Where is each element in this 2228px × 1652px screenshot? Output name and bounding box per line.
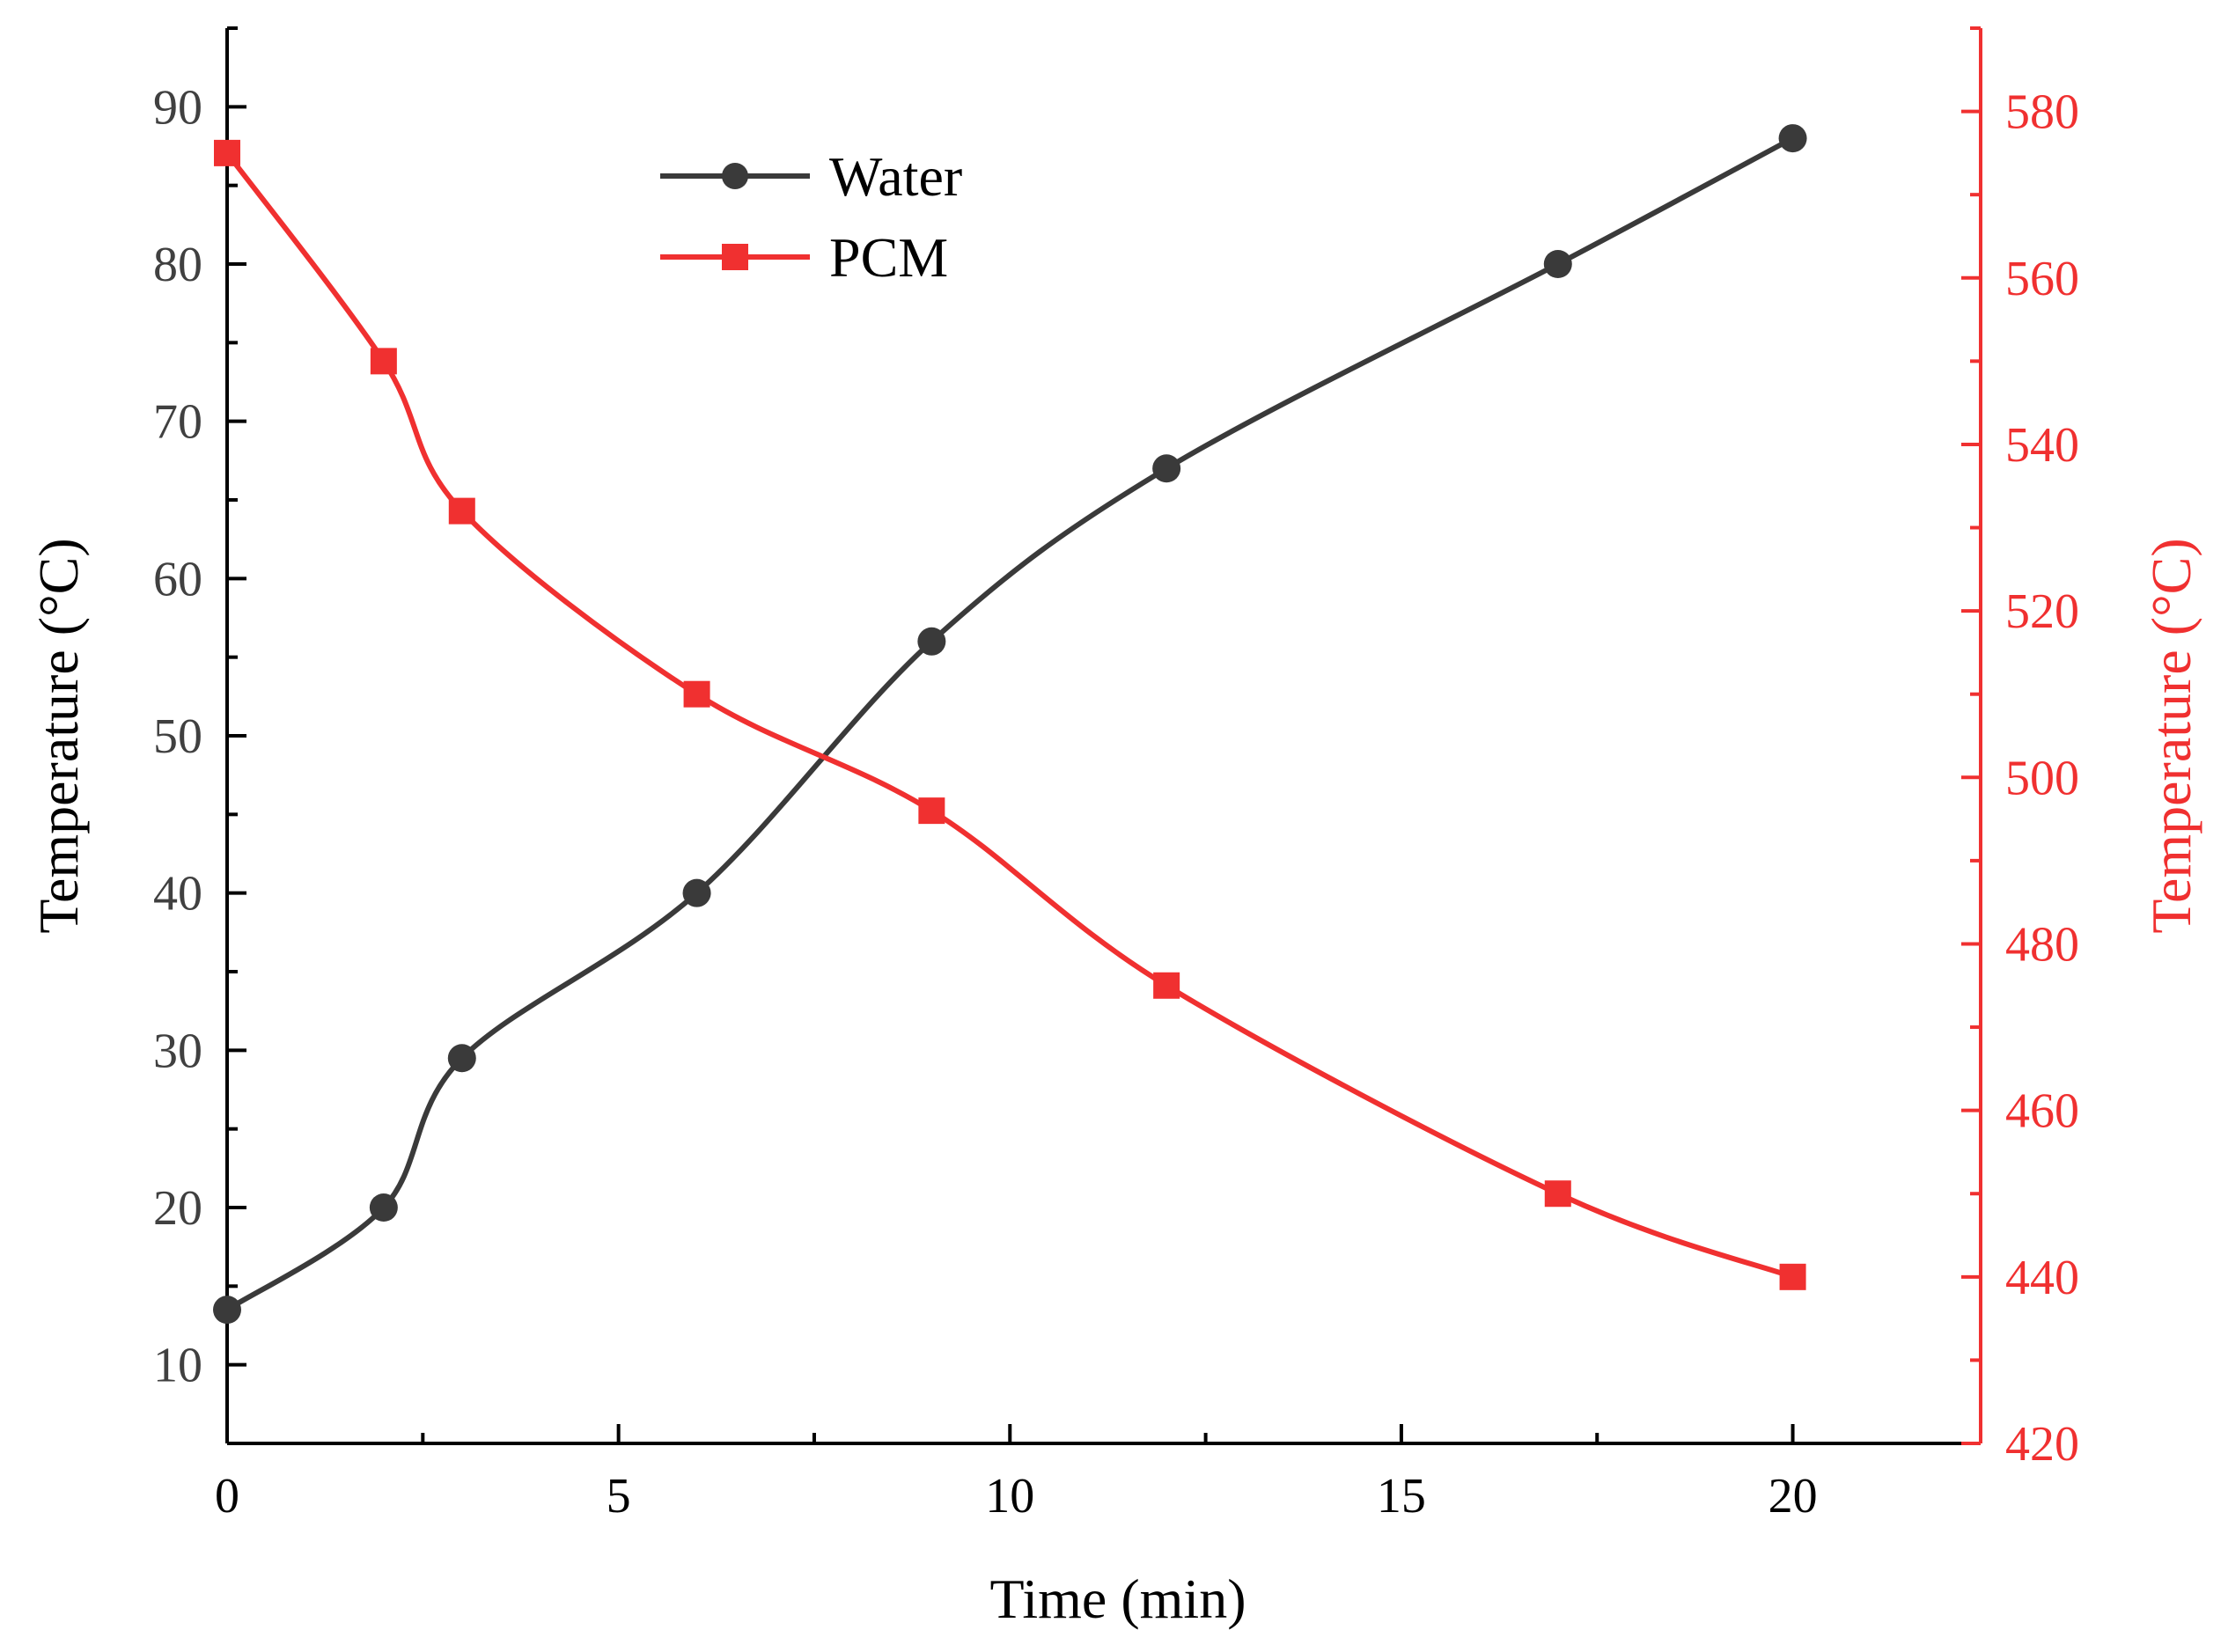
data-point-pcm — [1779, 1263, 1806, 1290]
data-point-water — [1543, 250, 1572, 278]
data-point-pcm — [370, 348, 397, 375]
right-y-tick-label: 440 — [2005, 1251, 2079, 1305]
data-point-water — [447, 1044, 476, 1073]
x-tick-label: 20 — [1768, 1469, 1818, 1524]
data-point-water — [1152, 454, 1181, 483]
x-tick-label: 10 — [985, 1469, 1034, 1524]
legend-pcm-marker — [722, 244, 748, 270]
right-y-tick-label: 420 — [2005, 1417, 2079, 1472]
right-y-tick-label: 460 — [2005, 1084, 2079, 1139]
left-y-axis-title: Temperature (°C) — [27, 538, 90, 933]
left-y-tick-label: 10 — [153, 1339, 202, 1393]
right-y-tick-label: 560 — [2005, 252, 2079, 306]
right-y-tick-label: 480 — [2005, 917, 2079, 972]
right-y-tick-label: 540 — [2005, 418, 2079, 473]
data-point-pcm — [448, 497, 475, 525]
left-y-tick-label: 90 — [153, 80, 202, 135]
x-tick-label: 5 — [607, 1469, 631, 1524]
right-y-tick-label: 520 — [2005, 584, 2079, 639]
data-point-water — [369, 1193, 398, 1222]
data-point-water — [682, 878, 711, 907]
left-y-tick-label: 50 — [153, 709, 202, 764]
data-point-pcm — [918, 797, 945, 825]
series-line-water — [225, 136, 1794, 1312]
data-point-water — [1778, 124, 1807, 153]
x-axis-ticks: 0 5 10 15 20 — [215, 1424, 1818, 1524]
left-y-axis-ticks: 10 20 30 40 50 60 70 80 90 — [153, 26, 246, 1445]
left-y-tick-label: 60 — [153, 552, 202, 606]
legend-pcm-label: PCM — [829, 226, 948, 289]
left-y-tick-label: 80 — [153, 238, 202, 292]
data-point-water — [917, 627, 946, 656]
data-point-pcm — [1544, 1180, 1571, 1208]
right-y-tick-label: 580 — [2005, 85, 2079, 140]
x-axis-title: Time (min) — [990, 1568, 1246, 1630]
legend: Water PCM — [660, 145, 962, 289]
series-line-pcm — [224, 151, 1794, 1280]
data-point-pcm — [1153, 972, 1180, 999]
right-y-tick-label: 500 — [2005, 751, 2079, 805]
right-y-axis-title: Temperature (°C) — [2140, 538, 2202, 933]
data-point-water — [213, 1296, 241, 1325]
x-tick-label: 15 — [1377, 1469, 1426, 1524]
left-y-tick-label: 30 — [153, 1024, 202, 1078]
legend-water-marker — [722, 163, 748, 189]
series-layer — [213, 124, 1807, 1325]
left-y-tick-label: 40 — [153, 867, 202, 921]
left-y-tick-label: 70 — [153, 395, 202, 450]
right-y-axis-ticks: 420 440 460 480 500 520 540 560 580 — [1961, 26, 2079, 1472]
series-water — [213, 124, 1807, 1325]
x-tick-label: 0 — [215, 1469, 239, 1524]
data-point-pcm — [683, 680, 710, 708]
series-pcm — [214, 139, 1806, 1290]
legend-water-label: Water — [829, 145, 962, 208]
data-point-pcm — [214, 139, 240, 166]
left-y-tick-label: 20 — [153, 1181, 202, 1236]
